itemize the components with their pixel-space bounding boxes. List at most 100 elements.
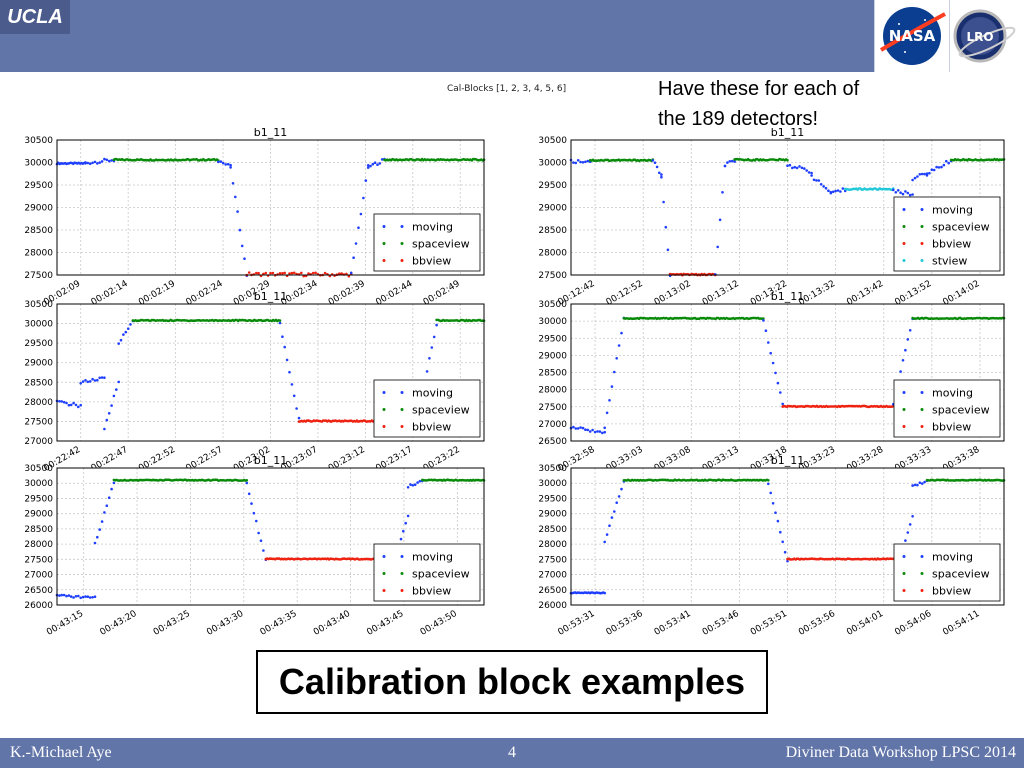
data-point-moving <box>79 382 82 385</box>
data-point-moving <box>937 166 941 169</box>
data-point-moving <box>603 540 606 544</box>
data-point-moving <box>103 157 106 161</box>
data-point-moving <box>904 539 907 542</box>
legend-label-spaceview: spaceview <box>412 404 470 417</box>
data-point-moving <box>767 482 770 486</box>
x-tick-label: 00:43:45 <box>365 609 405 638</box>
legend-marker <box>902 208 906 211</box>
chart-legend: moving spaceview bbview <box>893 379 1001 438</box>
y-tick-label: 29500 <box>24 181 53 191</box>
legend-marker <box>400 408 404 411</box>
x-tick-label: 00:02:19 <box>137 279 177 308</box>
y-tick-label: 28500 <box>24 378 53 388</box>
data-point-moving <box>892 188 895 192</box>
data-point-moving <box>91 161 94 165</box>
data-point-moving <box>259 539 263 542</box>
data-point-moving <box>916 483 919 487</box>
data-point-moving <box>84 379 87 382</box>
y-tick-label: 28500 <box>538 226 567 236</box>
data-point-moving <box>904 190 907 193</box>
data-point-moving <box>721 191 724 194</box>
data-point-moving <box>96 378 99 382</box>
data-point-moving <box>65 594 68 598</box>
y-tick-label: 30000 <box>538 317 567 327</box>
legend-marker <box>920 572 924 575</box>
x-tick-label: 00:43:40 <box>312 609 352 638</box>
data-point-moving <box>67 594 71 597</box>
data-point-moving <box>576 427 580 430</box>
legend-marker <box>902 555 906 558</box>
legend-marker <box>382 589 386 592</box>
data-point-moving <box>292 394 296 398</box>
data-point-moving <box>129 323 132 326</box>
y-tick-label: 27000 <box>538 420 567 430</box>
data-point-moving <box>234 195 237 199</box>
legend-marker <box>920 225 924 228</box>
legend-marker <box>902 425 906 428</box>
data-point-moving <box>91 377 94 381</box>
data-point-moving <box>366 164 370 167</box>
legend-marker <box>400 242 404 245</box>
figure-suptitle: Cal-Blocks [1, 2, 3, 4, 5, 6] <box>447 84 567 94</box>
data-point-moving <box>411 484 415 487</box>
legend-marker <box>382 225 386 228</box>
data-point-moving <box>904 348 907 352</box>
data-point-moving <box>371 162 375 166</box>
data-point-moving <box>105 418 109 422</box>
data-point-moving <box>79 403 82 407</box>
data-point-moving <box>58 594 61 597</box>
legend-marker <box>902 225 906 228</box>
legend-box <box>893 543 1001 602</box>
chart-title: b1_11 <box>771 454 804 467</box>
data-point-moving <box>942 163 946 167</box>
legend-marker <box>382 408 386 411</box>
y-tick-label: 27500 <box>538 555 567 565</box>
legend-marker <box>400 555 404 558</box>
data-point-moving <box>91 596 94 599</box>
y-tick-label: 27500 <box>24 555 53 565</box>
data-point-moving <box>605 411 609 415</box>
data-point-moving <box>217 160 220 164</box>
data-point-moving <box>84 595 87 598</box>
data-point-moving <box>615 357 618 360</box>
chart-legend: moving spaceview bbview <box>373 379 481 438</box>
data-point-moving <box>662 200 665 204</box>
legend-marker <box>382 391 386 394</box>
data-point-moving <box>925 174 929 177</box>
data-point-moving <box>60 400 63 403</box>
data-point-bbview <box>323 271 327 275</box>
data-point-moving <box>613 370 616 374</box>
y-tick-label: 30500 <box>24 300 53 310</box>
data-point-moving <box>774 511 777 514</box>
x-tick-label: 00:12:52 <box>605 279 645 308</box>
nasa-logo: NASA <box>874 0 949 72</box>
data-point-moving <box>124 330 128 334</box>
data-point-moving <box>586 159 590 163</box>
y-tick-label: 28500 <box>538 525 567 535</box>
data-point-moving <box>824 186 828 190</box>
data-point-moving <box>117 380 120 384</box>
data-point-moving <box>810 174 813 177</box>
data-point-moving <box>74 595 78 598</box>
data-point-moving <box>894 191 898 194</box>
data-point-moving <box>84 161 87 164</box>
data-point-moving <box>906 531 910 534</box>
data-point-moving <box>586 428 590 432</box>
data-point-moving <box>827 189 830 192</box>
data-point-spaceview <box>767 479 770 482</box>
x-tick-label: 00:43:30 <box>205 609 245 638</box>
x-tick-label: 00:43:15 <box>45 609 85 638</box>
y-tick-label: 26500 <box>24 586 53 596</box>
data-point-moving <box>803 167 806 170</box>
data-point-moving <box>913 483 917 487</box>
y-tick-label: 27500 <box>24 417 53 427</box>
data-point-moving <box>584 428 587 432</box>
data-point-moving <box>925 172 929 175</box>
data-point-moving <box>105 504 109 508</box>
data-point-moving <box>779 391 782 394</box>
chart-panel-1: 27500 28000 28500 29000 29500 30000 30500 00:02… <box>24 126 486 308</box>
data-point-moving <box>815 179 818 182</box>
data-point-moving <box>664 225 668 229</box>
y-tick-label: 30000 <box>24 479 53 489</box>
